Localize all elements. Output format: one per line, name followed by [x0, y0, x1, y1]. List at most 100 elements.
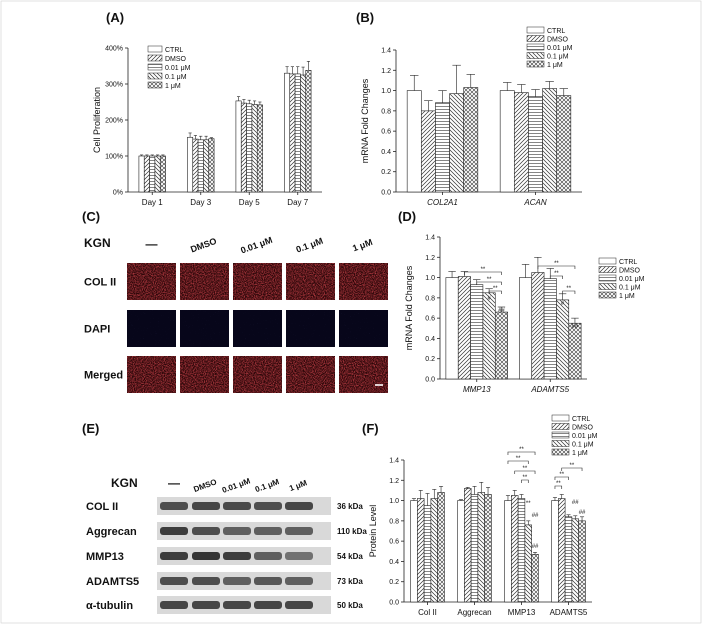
y-tick-label: 0.2: [381, 169, 391, 176]
significance-label: **: [487, 277, 492, 283]
bar: [499, 90, 515, 193]
legend-swatch: [551, 448, 570, 456]
blot-band: [160, 527, 188, 535]
legend-swatch: [551, 414, 570, 422]
bar: [420, 110, 436, 193]
chart-a-cell-proliferation: 0% 100% 200% 300% 400% Cell Proliferation Day …: [92, 46, 322, 207]
y-tick-label: 1.0: [425, 275, 435, 282]
kgn-label-c: KGN: [84, 236, 111, 250]
blot-band: [285, 527, 313, 535]
bar: [208, 138, 215, 193]
legend-label: DMSO: [619, 268, 641, 275]
bar: [571, 518, 579, 603]
bar: [246, 103, 253, 193]
significance-label: **: [493, 286, 498, 292]
panel-label-b: (B): [356, 10, 374, 25]
significance-bracket: [507, 460, 529, 464]
blot-band: [254, 552, 282, 560]
micrograph-texture: [286, 310, 335, 347]
blot-band: [285, 552, 313, 560]
legend-label: 0.01 μM: [619, 276, 645, 283]
micrograph-texture: [339, 310, 388, 347]
bar: [558, 498, 566, 603]
bar: [543, 278, 557, 380]
panel-label-a: (A): [106, 10, 124, 25]
bar: [477, 492, 485, 603]
significance-bracket: [562, 290, 576, 294]
micrograph-texture: [339, 356, 388, 393]
row-label: Aggrecan: [86, 526, 137, 538]
x-tick-label: ACAN: [523, 198, 546, 207]
x-tick-label: MMP13: [463, 385, 491, 394]
significance-bracket: [521, 479, 529, 483]
chart-b-mrna-col2a1-acan: 0.0 0.2 0.4 0.6 0.8 1.0 1.2 1.4 mRNA Fold Change…: [360, 26, 582, 207]
blot-band: [254, 502, 282, 510]
x-tick-label: COL2A1: [427, 198, 458, 207]
blot-band: [254, 601, 282, 609]
legend-label: 1 μM: [572, 450, 588, 457]
legend-label: CTRL: [572, 416, 590, 423]
significance-bracket: [464, 271, 502, 275]
bar: [437, 492, 445, 603]
bar: [531, 272, 545, 380]
legend-label: 0.01 μM: [547, 45, 573, 52]
legend-swatch: [551, 423, 570, 430]
bar: [138, 155, 145, 193]
blot-band: [254, 527, 282, 535]
x-tick-label: Day 5: [239, 198, 260, 207]
kgn-label-e: KGN: [111, 476, 138, 490]
chart-d-mrna-mmp13-adamts5: 0.0 0.2 0.4 0.6 0.8 1.0 1.2 1.4 mRNA Fold Change…: [404, 235, 645, 395]
kda-label: 50 kDa: [337, 601, 363, 610]
significance-label: **: [566, 286, 571, 292]
legend-swatch: [526, 26, 545, 34]
bar: [511, 495, 519, 603]
legend-label: 1 μM: [619, 293, 635, 300]
blot-band: [192, 577, 220, 585]
y-tick-label: 1.2: [381, 68, 391, 75]
y-tick-label: 1.4: [389, 458, 399, 465]
bar: [470, 494, 479, 603]
bar: [551, 500, 559, 603]
bar: [470, 284, 484, 380]
significance-label: **: [554, 271, 559, 277]
x-tick-label: Day 3: [190, 198, 211, 207]
bar: [300, 74, 307, 193]
bar: [256, 104, 263, 193]
micrograph-texture: [180, 310, 229, 347]
bar: [435, 102, 450, 193]
legend-swatch: [526, 60, 545, 68]
row-label: DAPI: [84, 324, 110, 336]
significance-mark: ##: [532, 544, 539, 550]
y-tick-label: 0.6: [425, 316, 435, 323]
micrograph-texture: [233, 356, 282, 393]
significance-bracket: [488, 290, 502, 294]
legend-label: 0.01 μM: [572, 433, 598, 440]
legend-label: 0.01 μM: [165, 65, 191, 72]
bar: [494, 311, 508, 380]
bar: [449, 93, 465, 193]
legend-swatch: [598, 257, 617, 265]
row-label: COL II: [84, 277, 116, 289]
significance-mark: ##: [498, 308, 505, 314]
legend-swatch: [526, 52, 545, 59]
significance-mark: ##: [579, 510, 586, 516]
significance-mark: #: [487, 296, 491, 302]
blot-band: [192, 552, 220, 560]
y-tick-label: 0%: [113, 190, 123, 197]
y-tick-label: 0.2: [389, 579, 399, 586]
bar: [531, 554, 539, 603]
bar: [197, 139, 204, 193]
y-tick-label: 0.8: [381, 108, 391, 115]
legend-label: 0.1 μM: [619, 285, 641, 292]
y-tick-label: 1.2: [389, 478, 399, 485]
bar: [463, 87, 479, 193]
legend-swatch: [598, 291, 617, 299]
y-tick-label: 0.6: [389, 539, 399, 546]
y-axis-title: Cell Proliferation: [92, 87, 102, 153]
legend-label: CTRL: [547, 28, 565, 35]
legend-label: 0.1 μM: [547, 54, 569, 61]
legend-swatch: [551, 431, 570, 439]
bar: [542, 88, 558, 193]
